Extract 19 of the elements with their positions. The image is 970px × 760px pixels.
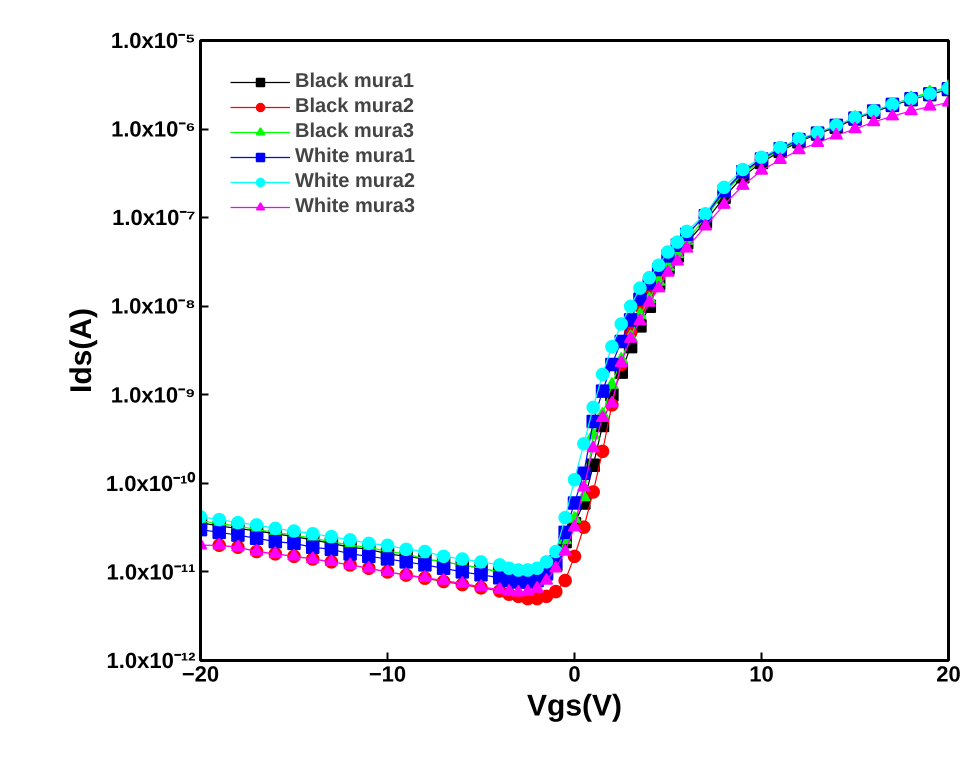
legend-label: White mura2 (295, 170, 416, 193)
legend-label: White mura1 (295, 145, 416, 168)
y-tick-label: 1.0x10⁻⁶ (111, 116, 196, 142)
x-tick-label: 20 (936, 662, 961, 686)
y-tick-label: 1.0x10⁻⁸ (110, 294, 196, 319)
y-tick-label: 1.0x10⁻⁷ (112, 205, 196, 230)
legend-label: Black mura3 (295, 120, 414, 143)
y-tick-label: 1.0x10⁻¹⁰ (106, 470, 196, 496)
x-tick-label: 0 (568, 662, 581, 686)
legend-label: White mura3 (295, 195, 416, 218)
x-tick-label: 10 (749, 662, 774, 686)
x-tick-label: −10 (368, 662, 406, 686)
y-tick-label: 1.0x10⁻⁵ (110, 28, 196, 53)
legend-label: Black mura1 (295, 70, 414, 93)
x-axis-title: Vgs(V) (526, 690, 622, 722)
y-tick-label: 1.0x10⁻⁹ (110, 382, 196, 408)
legend-label: Black mura2 (295, 95, 414, 118)
y-axis-title: Ids(A) (64, 308, 98, 393)
y-tick-label: 1.0x10⁻¹¹ (106, 559, 196, 584)
